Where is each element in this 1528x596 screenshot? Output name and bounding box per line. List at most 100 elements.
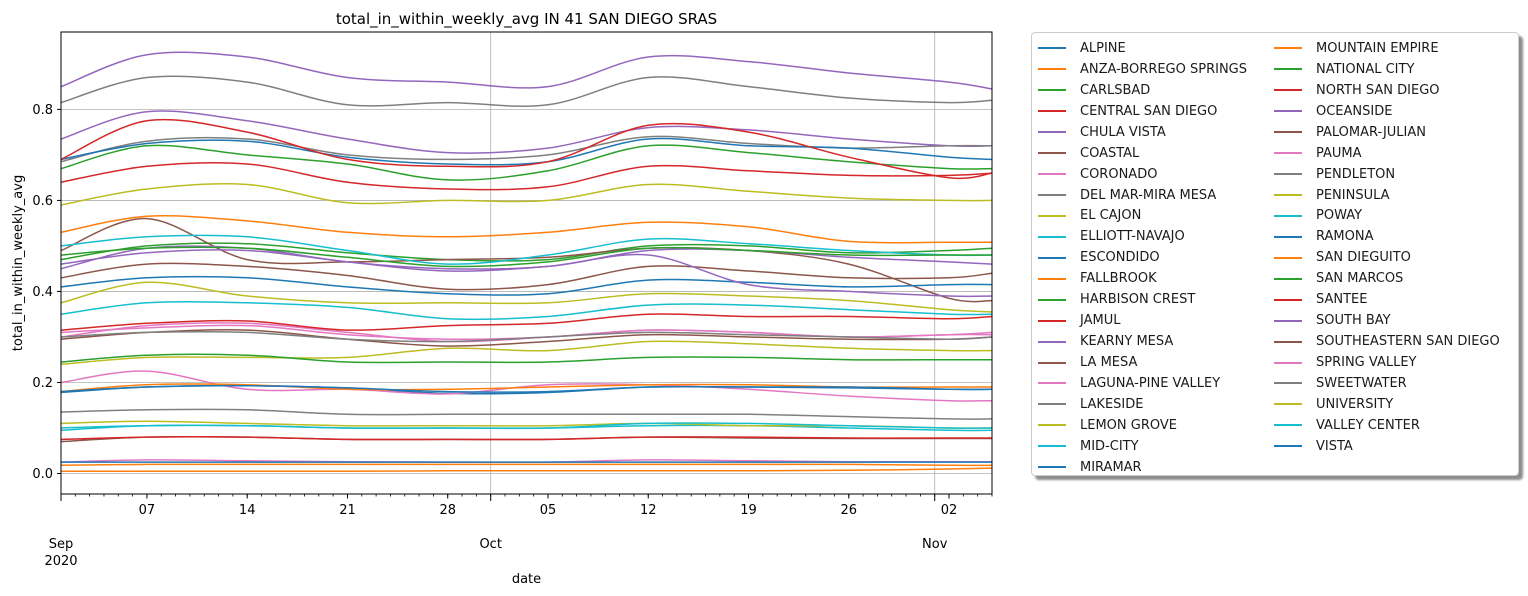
legend-swatch <box>1038 89 1066 92</box>
legend-swatch <box>1274 298 1302 301</box>
legend-label: LAGUNA-PINE VALLEY <box>1080 375 1221 391</box>
series-line-pendleton <box>60 75 993 107</box>
legend-item-elliott-navajo: ELLIOTT-NAVAJO <box>1038 226 1247 247</box>
series-line-valley-center <box>60 422 993 430</box>
legend-label: MOUNTAIN EMPIRE <box>1316 40 1439 56</box>
legend-item-kearny-mesa: KEARNY MESA <box>1038 331 1247 352</box>
legend-item-jamul: JAMUL <box>1038 310 1247 331</box>
series-line-central-san-diego <box>60 161 993 191</box>
legend-item-central-san-diego: CENTRAL SAN DIEGO <box>1038 101 1247 122</box>
series-line-lakeside <box>60 408 993 420</box>
legend-label: LA MESA <box>1080 355 1138 371</box>
legend-item-lakeside: LAKESIDE <box>1038 394 1247 415</box>
legend-swatch <box>1038 382 1066 385</box>
legend-item-miramar: MIRAMAR <box>1038 457 1247 478</box>
legend-label: LEMON GROVE <box>1080 417 1177 433</box>
legend-swatch <box>1274 68 1302 71</box>
legend-swatch <box>1038 445 1066 448</box>
legend-label: SAN DIEGUITO <box>1316 250 1411 266</box>
legend-label: DEL MAR-MIRA MESA <box>1080 187 1217 203</box>
legend-item-pauma: PAUMA <box>1274 143 1500 164</box>
legend-swatch <box>1038 340 1066 343</box>
x-tick-label: 02 <box>941 503 958 518</box>
legend-label: VALLEY CENTER <box>1316 417 1420 433</box>
legend-swatch <box>1038 361 1066 364</box>
series-line-escondido <box>60 275 993 296</box>
x-tick-label: 07 <box>139 503 156 518</box>
legend-item-anza-borrego-springs: ANZA-BORREGO SPRINGS <box>1038 59 1247 80</box>
legend-label: SOUTHEASTERN SAN DIEGO <box>1316 334 1500 350</box>
legend-swatch <box>1274 173 1302 176</box>
x-major-tick-label: Nov <box>922 537 948 552</box>
legend-label: ANZA-BORREGO SPRINGS <box>1080 61 1248 77</box>
legend-swatch <box>1038 47 1066 50</box>
legend-label: SANTEE <box>1316 292 1368 308</box>
legend-swatch <box>1274 110 1302 113</box>
legend-label: SPRING VALLEY <box>1316 355 1417 371</box>
x-tick-label: 19 <box>740 503 757 518</box>
legend-swatch <box>1038 277 1066 280</box>
legend-item-vista: VISTA <box>1274 436 1500 457</box>
legend-item-harbison-crest: HARBISON CREST <box>1038 289 1247 310</box>
legend-label: MIRAMAR <box>1080 459 1142 475</box>
chart-title: total_in_within_weekly_avg IN 41 SAN DIE… <box>336 10 717 29</box>
legend-swatch <box>1038 235 1066 238</box>
series-line-peninsula <box>60 183 993 206</box>
legend-item-south-bay: SOUTH BAY <box>1274 310 1500 331</box>
legend-swatch <box>1274 403 1302 406</box>
y-tick-label: 0.4 <box>32 285 53 300</box>
legend-item-peninsula: PENINSULA <box>1274 185 1500 206</box>
legend-item-san-marcos: SAN MARCOS <box>1274 268 1500 289</box>
legend-label: UNIVERSITY <box>1316 396 1394 412</box>
legend-swatch <box>1038 298 1066 301</box>
legend-item-mountain-empire: MOUNTAIN EMPIRE <box>1274 38 1500 59</box>
legend-label: COASTAL <box>1080 145 1140 161</box>
legend-label: NATIONAL CITY <box>1316 61 1415 77</box>
legend-item-la-mesa: LA MESA <box>1038 352 1247 373</box>
legend-item-fallbrook: FALLBROOK <box>1038 268 1247 289</box>
legend-item-lemon-grove: LEMON GROVE <box>1038 415 1247 436</box>
legend-item-mid-city: MID-CITY <box>1038 436 1247 457</box>
series-line-la-mesa <box>60 262 993 291</box>
legend-label: FALLBROOK <box>1080 271 1157 287</box>
legend-item-alpine: ALPINE <box>1038 38 1247 59</box>
series-line-santee <box>60 436 992 441</box>
series-line-southeastern-san-diego <box>60 329 993 347</box>
legend-item-coastal: COASTAL <box>1038 143 1247 164</box>
legend: ALPINE ANZA-BORREGO SPRINGS CARLSBAD CENTRA… <box>1031 32 1519 476</box>
legend-column-right: MOUNTAIN EMPIRE NATIONAL CITY NORTH SAN DI… <box>1274 38 1500 457</box>
legend-item-ramona: RAMONA <box>1274 226 1500 247</box>
legend-label: LAKESIDE <box>1080 396 1144 412</box>
legend-label: ESCONDIDO <box>1080 250 1160 266</box>
legend-item-el-cajon: EL CAJON <box>1038 206 1247 227</box>
y-tick-label: 0.8 <box>32 103 53 118</box>
series-line-chula-vista <box>60 110 993 154</box>
x-tick-label: 14 <box>239 503 256 518</box>
axis-ticks: 0.0 0.2 0.4 0.6 0.8 07 14 21 28 05 12 19 26 02 Sep 2020… <box>32 103 993 569</box>
legend-label: CHULA VISTA <box>1080 124 1166 140</box>
legend-item-sweetwater: SWEETWATER <box>1274 373 1500 394</box>
x-tick-label: 21 <box>339 503 356 518</box>
legend-swatch <box>1274 152 1302 155</box>
legend-swatch <box>1274 277 1302 280</box>
legend-label: OCEANSIDE <box>1316 103 1393 119</box>
legend-label: POWAY <box>1316 208 1363 224</box>
legend-label: PAUMA <box>1316 145 1362 161</box>
legend-item-palomar-julian: PALOMAR-JULIAN <box>1274 122 1500 143</box>
legend-item-laguna-pine-valley: LAGUNA-PINE VALLEY <box>1038 373 1247 394</box>
series-line-harbison-crest <box>60 144 993 181</box>
series-line-oceanside <box>60 51 993 90</box>
legend-item-chula-vista: CHULA VISTA <box>1038 122 1247 143</box>
legend-swatch <box>1038 131 1066 134</box>
series-line-south-bay <box>60 249 993 298</box>
legend-swatch <box>1038 173 1066 176</box>
series-line-national-city <box>60 353 992 364</box>
series-line-vista <box>60 384 993 393</box>
legend-label: JAMUL <box>1080 313 1121 329</box>
x-tick-label: 05 <box>540 503 557 518</box>
legend-swatch <box>1038 68 1066 71</box>
series-line-miramar <box>60 137 993 166</box>
legend-item-pendleton: PENDLETON <box>1274 164 1500 185</box>
legend-swatch <box>1038 214 1066 217</box>
legend-item-north-san-diego: NORTH SAN DIEGO <box>1274 80 1500 101</box>
